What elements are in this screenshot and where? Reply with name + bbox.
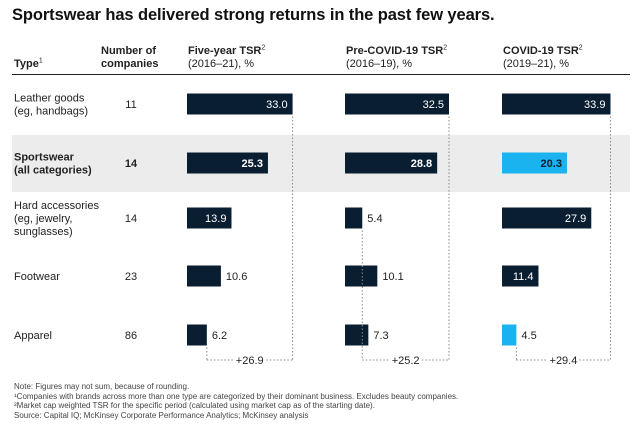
row-type-label: Leather goods (eg, handbags) (14, 93, 88, 118)
bar (502, 152, 567, 174)
row-company-count: 86 (125, 330, 137, 342)
footnotes: Note: Figures may not sum, because of ro… (14, 382, 458, 420)
bar-value-label: 4.5 (521, 330, 536, 342)
bar (345, 324, 369, 346)
bar-value-label: 27.9 (565, 213, 586, 225)
header-pre-covid-footnote: 2 (443, 44, 448, 52)
bar-value-label: 28.8 (411, 158, 432, 170)
header-pre-covid-period: (2016–19), % (346, 58, 413, 70)
header-type-label: Type (14, 58, 39, 70)
footnote-rounding: Note: Figures may not sum, because of ro… (14, 382, 190, 391)
bar-value-label: 25.3 (242, 158, 263, 170)
bar-value-label: 13.9 (205, 213, 226, 225)
bar (502, 324, 517, 346)
row-type-line: Sportswear (14, 152, 75, 164)
row-type-line: (all categories) (14, 165, 92, 177)
bar (187, 152, 268, 174)
header-divider (12, 74, 630, 75)
header-type: Type1 (14, 57, 43, 71)
row-type-line: Hard accessories (14, 200, 99, 212)
bar (345, 265, 378, 287)
row-type-label: Footwear (14, 271, 60, 283)
bar-value-label: 10.1 (382, 271, 403, 283)
header-count-line1: Number of (101, 45, 156, 57)
header-count: Number of companies (101, 45, 158, 71)
bar (345, 93, 449, 115)
row-type-label: Hard accessories (eg, jewelry, sunglasses) (14, 200, 99, 238)
row-type-line: (eg, handbags) (14, 106, 88, 118)
bar-value-label: 32.5 (423, 99, 444, 111)
footnote-source: Source: Capital IQ; McKinsey Corporate P… (14, 410, 309, 420)
row-type-line: Leather goods (14, 93, 85, 105)
header-covid-footnote: 2 (578, 44, 583, 52)
footnote-categorization: ¹Companies with brands across more than … (14, 391, 459, 401)
footnote-tsr-definition: ²Market cap weighted TSR for the specifi… (14, 401, 375, 411)
row-type-label: Apparel (14, 330, 52, 342)
header-covid-title: COVID-19 TSR (503, 45, 579, 57)
header-pre-covid: Pre-COVID-19 TSR2 (2016–19), % (346, 44, 448, 71)
bar (502, 265, 539, 287)
bar (345, 152, 438, 174)
bar-value-label: 33.9 (584, 99, 605, 111)
header-five-year-period: (2016–21), % (188, 58, 255, 70)
bar-value-label: 33.0 (266, 99, 287, 111)
row-company-count: 11 (125, 99, 136, 111)
header-count-line2: companies (101, 58, 159, 70)
header-five-year-title: Five-year TSR (188, 45, 262, 57)
bar (502, 207, 592, 229)
row-type-line: (eg, jewelry, (14, 213, 72, 225)
header-type-footnote: 1 (38, 57, 43, 65)
row-type-line: Apparel (14, 330, 52, 342)
header-five-year: Five-year TSR2 (2016–21), % (188, 44, 266, 71)
header-five-year-footnote: 2 (261, 44, 266, 52)
bar (187, 207, 232, 229)
bar-value-label: 6.2 (212, 330, 227, 342)
row-type-label: Sportswear (all categories) (14, 152, 92, 177)
bar (187, 93, 293, 115)
row-type-line: sunglasses) (14, 226, 73, 238)
spread-label: +29.4 (550, 355, 578, 367)
bar-value-label: 20.3 (541, 158, 562, 170)
row-type-line: Footwear (14, 271, 60, 283)
bar-value-label: 10.6 (226, 271, 247, 283)
bar-value-label: 11.4 (513, 271, 534, 283)
header-covid-period: (2019–21), % (503, 58, 570, 70)
row-company-count: 14 (125, 158, 138, 170)
chart-title: Sportswear has delivered strong returns … (12, 6, 495, 24)
row-company-count: 14 (125, 213, 137, 225)
bar (345, 207, 363, 229)
bar-value-label: 7.3 (373, 330, 388, 342)
header-covid: COVID-19 TSR2 (2019–21), % (503, 44, 583, 71)
bar-value-label: 5.4 (367, 213, 382, 225)
spread-label: +25.2 (392, 355, 420, 367)
header-pre-covid-title: Pre-COVID-19 TSR (346, 45, 444, 57)
bar (187, 265, 221, 287)
row-company-count: 23 (125, 271, 137, 283)
bar (502, 93, 611, 115)
spread-label: +26.9 (236, 355, 264, 367)
bar (187, 324, 207, 346)
